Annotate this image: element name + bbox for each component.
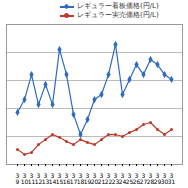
html-text:26: 26	[132, 177, 141, 185]
html-text:3: 3	[78, 171, 83, 179]
html-text:29: 29	[153, 177, 162, 185]
html-text:20: 20	[90, 177, 99, 185]
html-text:レギュラー実売価格(円/L): レギュラー実売価格(円/L)	[77, 11, 159, 19]
html-text:25: 25	[125, 177, 134, 185]
html-text:3: 3	[36, 171, 41, 179]
html-text:23: 23	[111, 177, 120, 185]
html-text:28: 28	[146, 177, 155, 185]
html-text:3: 3	[141, 171, 146, 179]
html-text:24: 24	[118, 177, 127, 185]
html-text:30: 30	[160, 177, 169, 185]
html-text:3: 3	[99, 171, 104, 179]
html-text:16: 16	[62, 177, 71, 185]
html-text:3: 3	[29, 171, 34, 179]
html-text:3: 3	[71, 171, 76, 179]
html-text:27: 27	[139, 177, 148, 185]
html-text:3: 3	[148, 171, 153, 179]
html-text:3: 3	[127, 171, 132, 179]
html-text:3: 3	[92, 171, 97, 179]
html-text:11: 11	[27, 177, 36, 185]
html-text:3: 3	[134, 171, 139, 179]
html-text:17: 17	[69, 177, 78, 185]
svg-text:39: 39	[16, 172, 20, 185]
html-text:3: 3	[43, 171, 48, 179]
html-text:レギュラー看板価格(円/L): レギュラー看板価格(円/L)	[77, 2, 159, 10]
svg-text:331: 331	[168, 172, 176, 185]
html-text:18: 18	[76, 177, 85, 185]
html-text:3: 3	[22, 171, 27, 179]
html-text:3: 3	[162, 171, 167, 179]
html-text:22: 22	[104, 177, 113, 185]
html-text:10: 10	[20, 177, 29, 185]
html-text:15: 15	[55, 177, 64, 185]
html-text:3: 3	[155, 171, 160, 179]
html-text:3: 3	[57, 171, 62, 179]
html-text:21: 21	[97, 177, 106, 185]
html-text:3: 3	[85, 171, 90, 179]
html-text:3: 3	[113, 171, 118, 179]
html-text:3: 3	[50, 171, 55, 179]
html-text:19: 19	[83, 177, 92, 185]
html-text:14: 14	[48, 177, 57, 185]
html-text:3: 3	[106, 171, 111, 179]
html-text:13: 13	[41, 177, 50, 185]
html-text:3: 3	[64, 171, 69, 179]
html-text:3: 3	[120, 171, 125, 179]
html-text:12: 12	[34, 177, 43, 185]
